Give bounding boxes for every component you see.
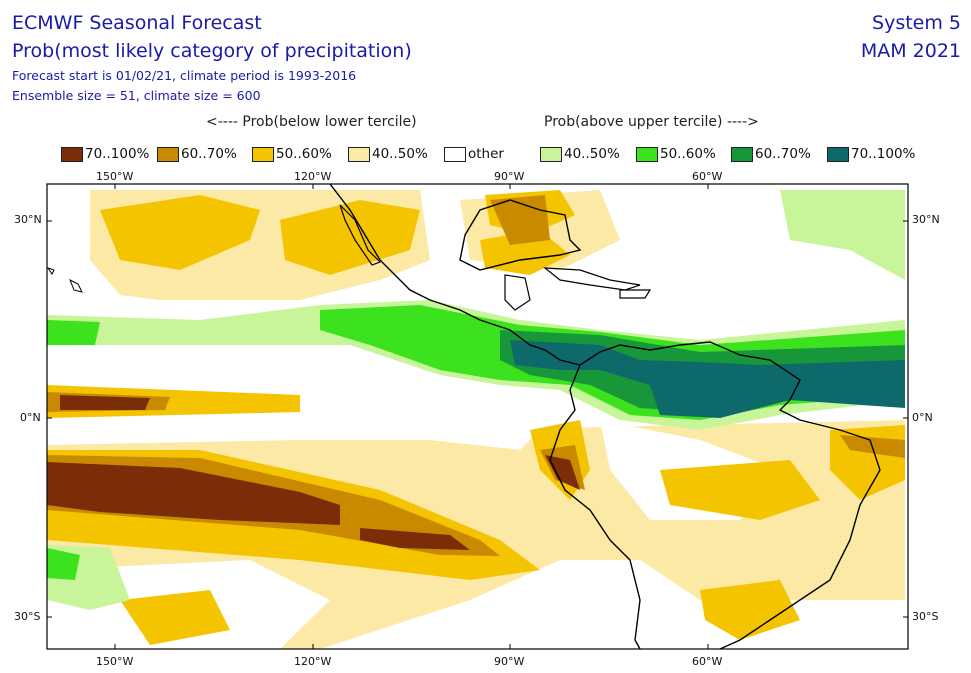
lon-tick-label: 60°W (692, 655, 723, 668)
region-below-70 (545, 455, 580, 490)
island (47, 267, 55, 275)
page-title: ECMWF Seasonal Forecast (12, 12, 262, 34)
legend-item: 70..100% (827, 144, 915, 164)
lon-tick-label: 60°W (692, 170, 723, 183)
legend-item: 70..100% (61, 144, 149, 164)
map-frame (46, 183, 909, 650)
legend-swatch (827, 146, 849, 162)
region-below-60 (490, 195, 550, 245)
legend-label: 50..60% (276, 146, 332, 162)
legend-item: 60..70% (731, 144, 811, 164)
lon-tick-label: 90°W (494, 170, 525, 183)
lat-tick-label: 30°S (912, 610, 939, 623)
legend-label: 60..70% (755, 146, 811, 162)
legend-label: 40..50% (564, 146, 620, 162)
region-below-50 (100, 195, 260, 270)
lat-tick-label: 30°S (14, 610, 41, 623)
lat-tick-label: 0°N (20, 411, 41, 424)
legend-above-header: Prob(above upper tercile) ----> (544, 114, 759, 130)
lon-tick-label: 90°W (494, 655, 525, 668)
coastline (339, 204, 382, 266)
coastline (459, 199, 582, 271)
legend-item: other (444, 144, 504, 164)
coastline (619, 289, 652, 299)
lat-tick-label: 30°N (912, 213, 940, 226)
legend-item: 50..60% (636, 144, 716, 164)
lat-tick-label: 0°N (912, 411, 933, 424)
legend-swatch (444, 146, 466, 162)
region-below-70 (60, 395, 150, 410)
coastline (543, 267, 641, 291)
legend-item: 60..70% (157, 144, 237, 164)
legend-swatch (540, 146, 562, 162)
legend-swatch (61, 146, 83, 162)
legend-label: other (468, 146, 504, 162)
lon-tick-label: 120°W (294, 655, 332, 668)
legend-swatch (252, 146, 274, 162)
legend-label: 40..50% (372, 146, 428, 162)
region-above-50 (47, 320, 100, 345)
system-label: System 5 (872, 12, 961, 34)
island (69, 278, 83, 293)
legend-swatch (636, 146, 658, 162)
lon-tick-label: 150°W (96, 655, 134, 668)
legend-label: 70..100% (851, 146, 916, 162)
forecast-start-info: Forecast start is 01/02/21, climate peri… (12, 68, 357, 83)
region-below-50 (660, 460, 820, 520)
ensemble-info: Ensemble size = 51, climate size = 600 (12, 88, 261, 103)
legend-item: 40..50% (348, 144, 428, 164)
legend-label: 50..60% (660, 146, 716, 162)
lon-tick-label: 120°W (294, 170, 332, 183)
coastline (549, 364, 641, 649)
region-below-70 (47, 462, 340, 525)
lat-tick-label: 30°N (14, 213, 42, 226)
legend-swatch (348, 146, 370, 162)
legend-swatch (731, 146, 753, 162)
region-above-70 (510, 340, 905, 418)
region-above-40 (780, 190, 905, 280)
legend-item: 50..60% (252, 144, 332, 164)
region-below-70 (360, 528, 470, 550)
legend-label: 70..100% (85, 146, 150, 162)
region-above-50 (47, 548, 80, 580)
region-below-50 (280, 200, 420, 275)
legend-label: 60..70% (181, 146, 237, 162)
page-subtitle: Prob(most likely category of precipitati… (12, 40, 412, 62)
legend: 70..100% 60..70% 50..60% 40..50% other 4… (0, 144, 971, 164)
coastline (329, 184, 881, 649)
legend-swatch (157, 146, 179, 162)
region-below-50 (700, 580, 800, 640)
region-below-50 (120, 590, 230, 645)
legend-below-header: <---- Prob(below lower tercile) (206, 114, 417, 130)
lon-tick-label: 150°W (96, 170, 134, 183)
period-label: MAM 2021 (860, 40, 961, 62)
legend-item: 40..50% (540, 144, 620, 164)
coastline (504, 274, 531, 311)
